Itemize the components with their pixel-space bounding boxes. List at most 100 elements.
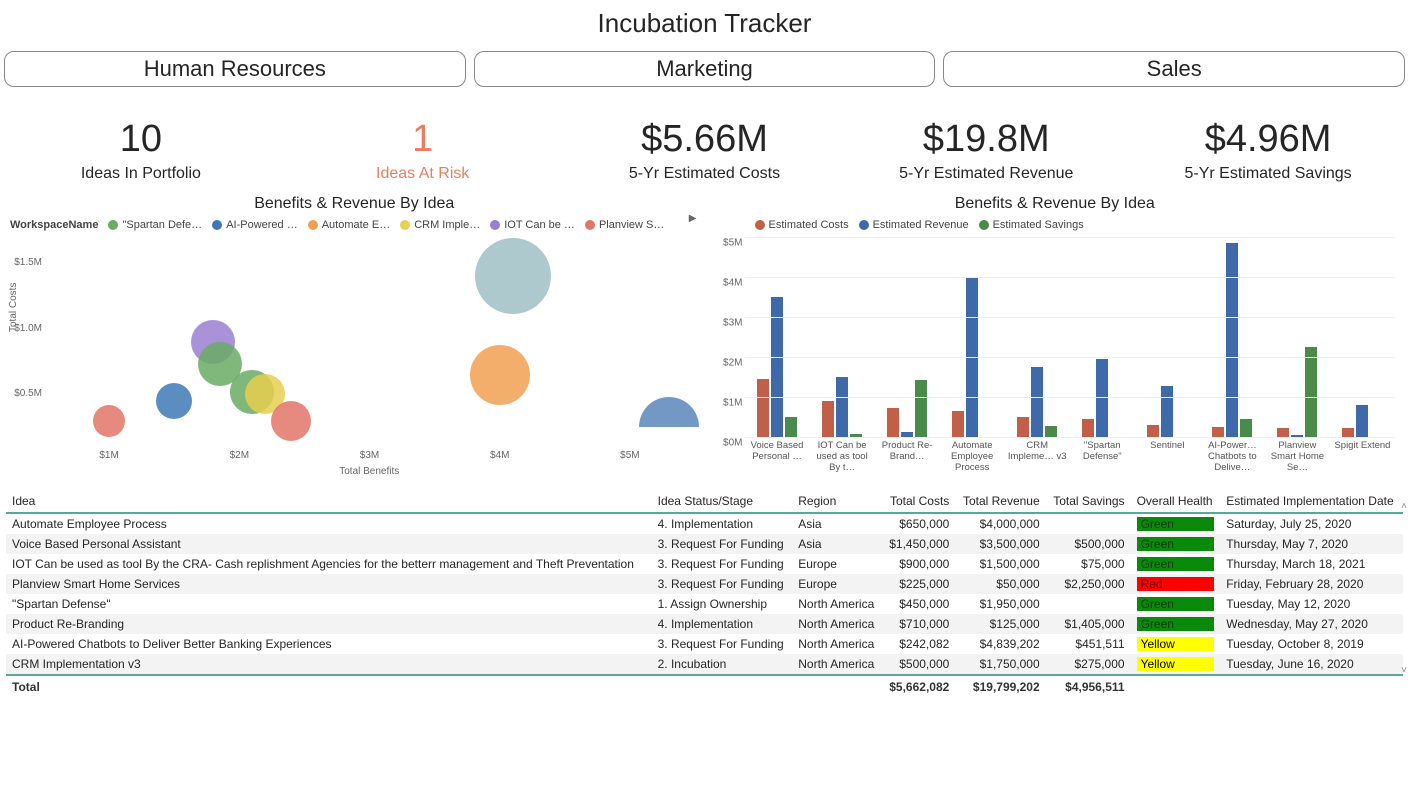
table-row[interactable]: Product Re-Branding4. ImplementationNort… bbox=[6, 614, 1403, 634]
bar[interactable] bbox=[785, 417, 797, 437]
tab-row: Human Resources Marketing Sales bbox=[0, 51, 1409, 91]
legend-label[interactable]: Estimated Costs bbox=[769, 219, 849, 231]
ideas-table[interactable]: IdeaIdea Status/StageRegionTotal CostsTo… bbox=[0, 482, 1409, 698]
bar[interactable] bbox=[1212, 427, 1224, 437]
table-row[interactable]: Planview Smart Home Services3. Request F… bbox=[6, 574, 1403, 594]
bar[interactable] bbox=[1017, 417, 1029, 437]
bar[interactable] bbox=[1226, 243, 1238, 437]
bubble-point[interactable] bbox=[271, 401, 311, 441]
bar-group[interactable] bbox=[1265, 237, 1330, 437]
bar-y-tick: $4M bbox=[709, 277, 743, 288]
table-cell: Green bbox=[1131, 513, 1221, 534]
bar-group[interactable] bbox=[1135, 237, 1200, 437]
bar-group[interactable] bbox=[1200, 237, 1265, 437]
legend-label[interactable]: Estimated Revenue bbox=[873, 219, 969, 231]
bar[interactable] bbox=[836, 377, 848, 437]
bar[interactable] bbox=[1240, 419, 1252, 437]
bubble-point[interactable] bbox=[93, 405, 125, 437]
legend-label[interactable]: CRM Imple… bbox=[414, 219, 480, 231]
bar-group[interactable] bbox=[810, 237, 875, 437]
legend-dot-icon bbox=[308, 220, 318, 230]
bubble-chart[interactable]: Benefits & Revenue By Idea WorkspaceName… bbox=[4, 195, 705, 474]
legend-dot-icon bbox=[755, 220, 765, 230]
table-column-header[interactable]: Estimated Implementation Date bbox=[1220, 490, 1403, 513]
table-total-cell: Total bbox=[6, 675, 652, 698]
bar[interactable] bbox=[1096, 359, 1108, 437]
bar[interactable] bbox=[1342, 428, 1354, 437]
legend-label[interactable]: Estimated Savings bbox=[993, 219, 1084, 231]
legend-label[interactable]: "Spartan Defe… bbox=[122, 219, 202, 231]
kpi-card[interactable]: $19.8M5-Yr Estimated Revenue bbox=[845, 119, 1127, 183]
table-row[interactable]: Automate Employee Process4. Implementati… bbox=[6, 513, 1403, 534]
health-badge: Yellow bbox=[1137, 637, 1215, 651]
table-column-header[interactable]: Region bbox=[792, 490, 882, 513]
table-column-header[interactable]: Total Costs bbox=[882, 490, 955, 513]
bar[interactable] bbox=[1356, 405, 1368, 437]
bar-group[interactable] bbox=[1005, 237, 1070, 437]
bar-group[interactable] bbox=[1070, 237, 1135, 437]
bar[interactable] bbox=[757, 379, 769, 437]
kpi-card[interactable]: 1Ideas At Risk bbox=[282, 119, 564, 183]
bar-y-tick: $0M bbox=[709, 437, 743, 448]
table-cell: Wednesday, May 27, 2020 bbox=[1220, 614, 1403, 634]
bar[interactable] bbox=[1082, 419, 1094, 437]
table-row[interactable]: AI-Powered Chatbots to Deliver Better Ba… bbox=[6, 634, 1403, 654]
kpi-card[interactable]: $5.66M5-Yr Estimated Costs bbox=[564, 119, 846, 183]
table-cell: Asia bbox=[792, 513, 882, 534]
kpi-card[interactable]: 10Ideas In Portfolio bbox=[0, 119, 282, 183]
bar[interactable] bbox=[1147, 425, 1159, 437]
table-column-header[interactable]: Idea bbox=[6, 490, 652, 513]
table-cell: $500,000 bbox=[1046, 534, 1131, 554]
table-column-header[interactable]: Total Savings bbox=[1046, 490, 1131, 513]
table-row[interactable]: IOT Can be used as tool By the CRA- Cash… bbox=[6, 554, 1403, 574]
bar[interactable] bbox=[887, 408, 899, 436]
bubble-plot-area[interactable]: Total Costs ▶ $0.5M$1.0M$1.5M$1M$2M$3M$4… bbox=[44, 237, 695, 447]
legend-label[interactable]: Automate E… bbox=[322, 219, 390, 231]
bar[interactable] bbox=[1161, 386, 1173, 437]
tab-sales[interactable]: Sales bbox=[943, 51, 1405, 87]
table-row[interactable]: Voice Based Personal Assistant3. Request… bbox=[6, 534, 1403, 554]
bubble-point[interactable] bbox=[156, 383, 192, 419]
table-column-header[interactable]: Idea Status/Stage bbox=[652, 490, 793, 513]
bar[interactable] bbox=[1045, 426, 1057, 437]
table-cell: $650,000 bbox=[882, 513, 955, 534]
bar[interactable] bbox=[771, 297, 783, 437]
legend-label[interactable]: AI-Powered … bbox=[226, 219, 298, 231]
legend-label[interactable]: IOT Can be … bbox=[504, 219, 575, 231]
bar[interactable] bbox=[822, 401, 834, 437]
tab-marketing[interactable]: Marketing bbox=[474, 51, 936, 87]
kpi-card[interactable]: $4.96M5-Yr Estimated Savings bbox=[1127, 119, 1409, 183]
bar-group[interactable] bbox=[1330, 237, 1395, 437]
bubble-point[interactable] bbox=[639, 397, 699, 427]
table-cell bbox=[1046, 513, 1131, 534]
table-total-row: Total$5,662,082$19,799,202$4,956,511 bbox=[6, 675, 1403, 698]
bar-group[interactable] bbox=[940, 237, 1005, 437]
table-row[interactable]: "Spartan Defense"1. Assign OwnershipNort… bbox=[6, 594, 1403, 614]
bar[interactable] bbox=[1277, 428, 1289, 437]
table-row[interactable]: CRM Implementation v32. IncubationNorth … bbox=[6, 654, 1403, 675]
scroll-down-icon[interactable]: ˅ bbox=[1401, 666, 1407, 676]
bar-gridline bbox=[745, 237, 1396, 238]
legend-label[interactable]: Planview S… bbox=[599, 219, 664, 231]
kpi-label: Ideas In Portfolio bbox=[0, 165, 282, 183]
bubble-point[interactable] bbox=[475, 238, 551, 314]
bar-plot-area[interactable]: $0M$1M$2M$3M$4M$5M bbox=[745, 237, 1396, 437]
bar[interactable] bbox=[952, 411, 964, 437]
bubble-x-tick: $3M bbox=[360, 450, 379, 461]
bar[interactable] bbox=[1305, 347, 1317, 437]
tab-hr[interactable]: Human Resources bbox=[4, 51, 466, 87]
bubble-point[interactable] bbox=[470, 345, 530, 405]
table-column-header[interactable]: Overall Health bbox=[1131, 490, 1221, 513]
ideas-table-element[interactable]: IdeaIdea Status/StageRegionTotal CostsTo… bbox=[6, 490, 1403, 698]
bar-group[interactable] bbox=[745, 237, 810, 437]
bar-chart[interactable]: Benefits & Revenue By Idea Estimated Cos… bbox=[705, 195, 1406, 474]
bar[interactable] bbox=[915, 380, 927, 436]
health-badge: Yellow bbox=[1137, 657, 1215, 671]
bubble-legend-next-icon[interactable]: ▶ bbox=[689, 213, 697, 224]
bar[interactable] bbox=[1031, 367, 1043, 437]
table-cell: Thursday, March 18, 2021 bbox=[1220, 554, 1403, 574]
table-column-header[interactable]: Total Revenue bbox=[955, 490, 1045, 513]
table-scrollbar[interactable]: ˄ ˅ bbox=[1397, 502, 1409, 676]
bar-group[interactable] bbox=[875, 237, 940, 437]
scroll-up-icon[interactable]: ˄ bbox=[1401, 502, 1407, 512]
